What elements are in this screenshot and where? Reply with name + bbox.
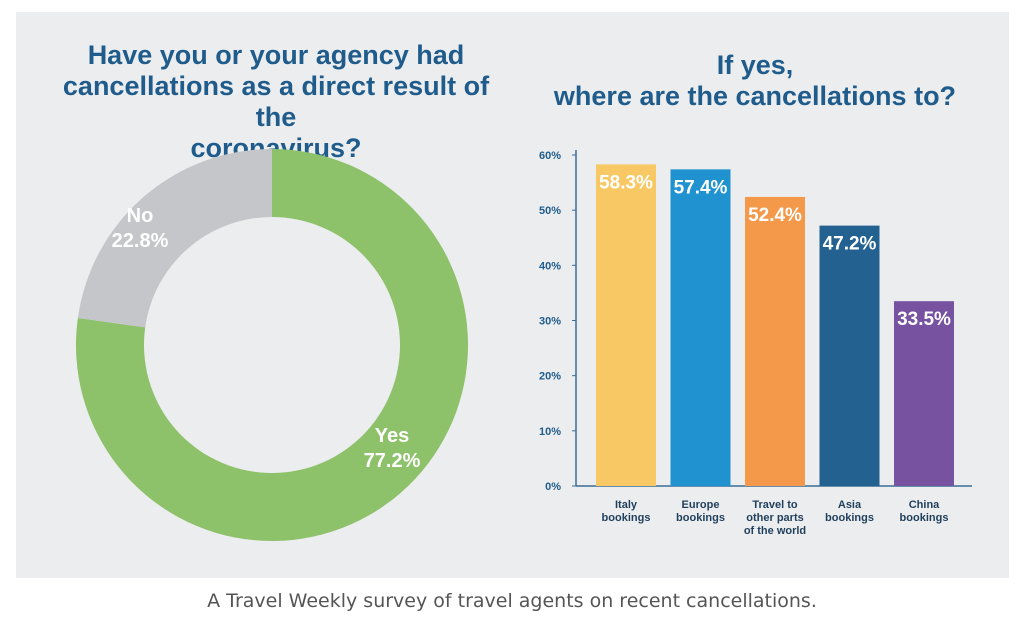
x-tick-label: China bookings (900, 499, 949, 524)
bar-3 (745, 196, 805, 486)
donut-slice-yes (75, 149, 469, 541)
bar-2 (670, 169, 731, 487)
bar-chart-title: If yes, where are the cancellations to? (553, 50, 957, 111)
bar-value-label: 33.5% (897, 309, 951, 330)
figure-caption: A Travel Weekly survey of travel agents … (207, 590, 817, 612)
y-tick-label: 40% (539, 260, 561, 272)
y-tick-label: 0% (545, 481, 561, 493)
bar-4 (819, 225, 880, 486)
donut-value-no: 22.8% (112, 230, 169, 252)
bar-value-label: 52.4% (748, 205, 802, 226)
x-tick-label: Asia bookings (825, 499, 874, 524)
x-tick-label: Italy bookings (602, 499, 651, 524)
y-tick-label: 20% (539, 371, 561, 383)
y-tick-label: 50% (539, 205, 561, 217)
y-tick-label: 30% (539, 316, 561, 328)
bar-value-label: 57.4% (674, 177, 728, 198)
bar-1 (596, 164, 656, 486)
y-tick-label: 60% (539, 150, 561, 162)
donut-label-yes: Yes (375, 425, 409, 447)
y-tick-label: 10% (539, 426, 561, 438)
bar-value-label: 47.2% (823, 234, 877, 255)
donut-slice-no (77, 149, 272, 328)
x-tick-label: Travel to other parts of the world (744, 499, 806, 537)
donut-value-yes: 77.2% (364, 450, 421, 472)
donut-chart-title: Have you or your agency had cancellation… (62, 40, 490, 163)
donut-label-no: No (127, 205, 154, 227)
bar-value-label: 58.3% (599, 172, 653, 193)
x-tick-label: Europe bookings (676, 499, 725, 524)
bar-5 (894, 301, 954, 486)
